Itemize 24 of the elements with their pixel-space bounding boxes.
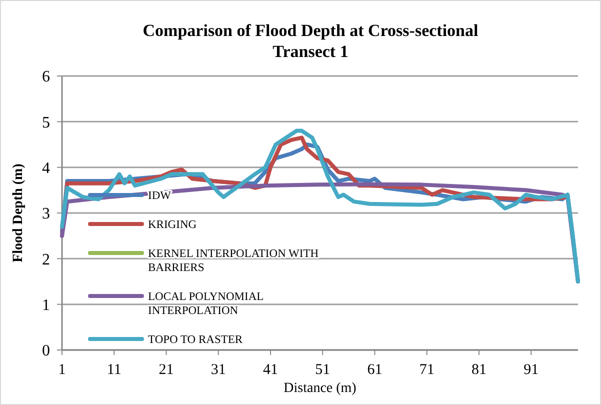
- y-tick-label: 5: [42, 114, 50, 132]
- legend-label: TOPO TO RASTER: [148, 334, 243, 346]
- x-tick-label: 71: [419, 362, 434, 378]
- x-tick-label: 81: [471, 362, 486, 378]
- x-tick-label: 51: [315, 362, 330, 378]
- x-tick-label: 41: [262, 362, 278, 378]
- x-tick-label: 11: [106, 362, 122, 378]
- y-tick-label: 0: [42, 342, 50, 360]
- y-tick-label: 6: [42, 68, 50, 86]
- y-tick-label: 1: [42, 296, 50, 314]
- x-tick-label: 31: [210, 362, 226, 378]
- y-tick-label: 2: [42, 251, 50, 268]
- x-tick-label: 61: [367, 362, 382, 378]
- y-axis-title: Flood Depth (m): [11, 163, 26, 262]
- y-tick-label: 4: [42, 160, 50, 177]
- chart-title: Comparison of Flood Depth at Cross-sectional Transect 1: [142, 21, 478, 61]
- x-tick-label: 91: [524, 362, 539, 378]
- legend-label: LOCAL POLYNOMIAL INTERPOLATION: [148, 291, 264, 318]
- y-tick-label: 3: [42, 206, 50, 223]
- x-axis-title: Distance (m): [284, 381, 357, 396]
- x-tick-label: 21: [158, 362, 174, 378]
- legend-label: KERNEL INTERPOLATION WITH BARRIERS: [148, 248, 319, 274]
- legend-label: KRIGING: [148, 219, 197, 232]
- x-tick-label: 1: [58, 362, 66, 378]
